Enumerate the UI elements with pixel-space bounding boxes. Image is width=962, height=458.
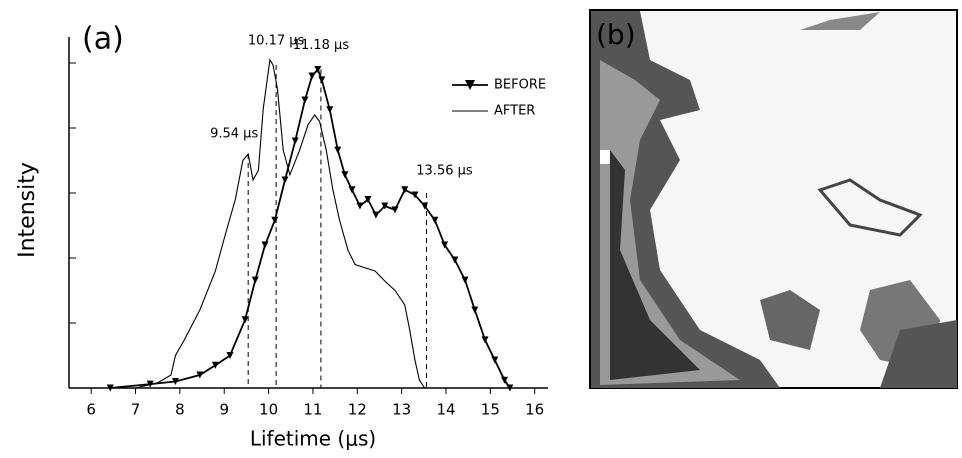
marker	[261, 241, 269, 249]
marker	[381, 202, 389, 210]
marker	[501, 376, 509, 384]
marker	[196, 371, 204, 379]
marker	[461, 276, 469, 284]
x-tick-label: 16	[525, 401, 544, 419]
x-axis-label: Lifetime (μs)	[250, 427, 376, 451]
marker	[411, 191, 419, 199]
marker	[341, 171, 349, 179]
marker	[441, 241, 449, 249]
annotation-label: 13.56 μs	[416, 164, 473, 179]
marker	[391, 206, 399, 214]
marker	[281, 176, 289, 184]
marker	[211, 361, 219, 369]
marker	[301, 96, 309, 104]
x-tick-label: 8	[175, 401, 185, 419]
x-tick-label: 14	[436, 401, 455, 419]
series-line	[110, 67, 511, 389]
x-tick-label: 12	[348, 401, 367, 419]
x-tick-label: 10	[259, 401, 278, 419]
annotation-label: 9.54 μs	[210, 127, 258, 142]
marker	[334, 146, 342, 154]
marker	[271, 216, 279, 224]
marker	[431, 216, 439, 224]
marker	[491, 356, 499, 364]
marker	[326, 106, 334, 114]
x-tick-label: 13	[392, 401, 411, 419]
marker	[308, 72, 316, 80]
marker	[401, 186, 409, 194]
marker	[106, 384, 114, 392]
legend-marker	[465, 80, 475, 90]
marker	[364, 196, 372, 203]
legend-label: AFTER	[494, 104, 535, 119]
panel-label: (b)	[596, 18, 636, 51]
marker	[348, 186, 356, 194]
panel-label: (a)	[82, 22, 124, 57]
marker	[251, 276, 259, 284]
series-line	[135, 58, 426, 389]
marker	[171, 378, 179, 385]
x-tick-label: 15	[481, 401, 500, 419]
y-axis-label: Intensity	[15, 162, 40, 258]
marker	[451, 256, 459, 264]
marker	[506, 384, 514, 392]
x-tick-label: 11	[303, 401, 322, 419]
marker	[226, 352, 234, 359]
x-tick-label: 9	[219, 401, 229, 419]
marker	[291, 137, 299, 145]
marker	[318, 76, 326, 84]
legend-label: BEFORE	[494, 78, 546, 93]
image-panel	[589, 9, 958, 389]
x-tick-label: 7	[131, 401, 141, 419]
marker	[314, 66, 322, 73]
marker	[481, 336, 489, 344]
marker	[471, 306, 479, 314]
annotation-label: 11.18 μs	[293, 38, 350, 53]
marker	[241, 316, 249, 324]
marker	[372, 211, 380, 219]
marker	[356, 202, 364, 210]
x-tick-label: 6	[86, 401, 96, 419]
annotation-label: 10.17 μs	[248, 33, 305, 48]
